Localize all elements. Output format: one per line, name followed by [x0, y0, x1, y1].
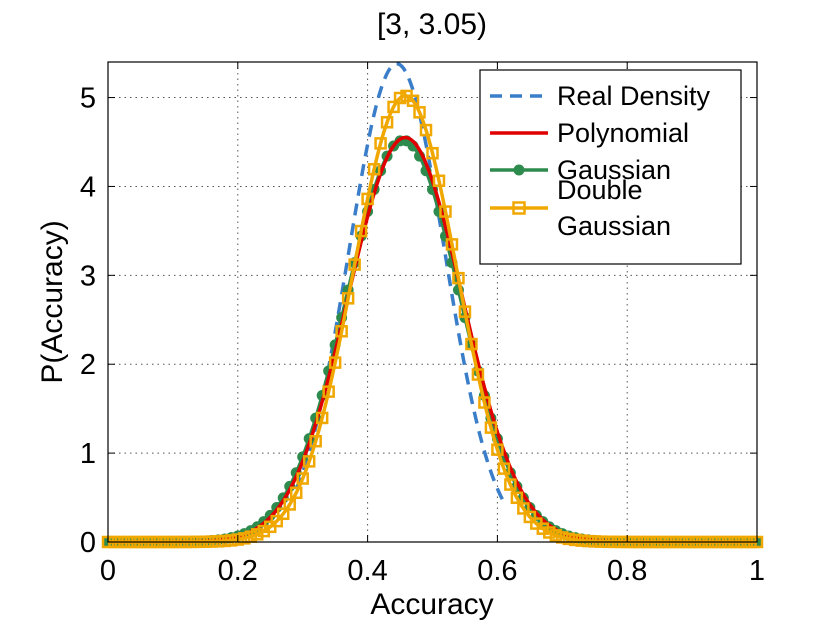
data-point: [367, 163, 381, 176]
data-point: [354, 224, 368, 238]
legend-label: Gaussian: [557, 155, 671, 185]
data-point: [309, 434, 322, 448]
data-point: [251, 528, 264, 541]
data-point: [218, 534, 232, 548]
legend-label: Polynomial: [557, 118, 689, 148]
legend-marker: [512, 201, 526, 215]
data-point: [302, 455, 316, 468]
data-point: [328, 356, 342, 369]
legend-label: Gaussian: [557, 211, 671, 241]
data-point: [419, 123, 433, 137]
data-point: [225, 534, 238, 547]
legend-label: Real Density: [557, 81, 711, 111]
series-real-density: [294, 62, 506, 504]
y-tick-label: 1: [80, 438, 96, 470]
data-point: [458, 305, 472, 318]
data-point: [283, 498, 296, 511]
data-point: [517, 502, 530, 515]
data-point: [289, 486, 303, 500]
data-point: [471, 368, 485, 381]
data-point: [296, 472, 309, 485]
y-tick-label: 0: [80, 527, 96, 559]
x-axis-label: Accuracy: [370, 588, 493, 621]
x-tick-label: 0.4: [347, 555, 387, 587]
data-point: [322, 385, 335, 398]
x-tick-label: 0.8: [607, 555, 647, 587]
data-point: [380, 116, 394, 129]
data-point: [348, 258, 361, 271]
data-point: [484, 421, 498, 434]
data-point: [413, 106, 426, 119]
data-point: [231, 533, 245, 546]
legend-label: Double: [557, 175, 643, 205]
data-point: [212, 535, 225, 548]
ticks: 0 0.2 0.4 0.6 0.8 1 0 1 2 3 4 5: [80, 62, 765, 587]
legend-marker: [513, 164, 525, 176]
data-point: [562, 532, 576, 546]
data-point: [445, 238, 459, 251]
data-point: [406, 94, 420, 108]
data-point: [452, 271, 465, 285]
data-point: [543, 526, 556, 539]
y-tick-label: 4: [80, 171, 96, 203]
data-point: [387, 100, 400, 114]
y-axis-label: P(Accuracy): [36, 220, 69, 383]
x-tick-label: 0: [100, 555, 116, 587]
data-point: [569, 533, 582, 547]
data-point: [549, 529, 563, 542]
data-point: [361, 192, 374, 206]
data-point: [238, 532, 251, 545]
x-tick-label: 0.2: [218, 555, 258, 587]
data-point: [439, 205, 452, 218]
chart-title: [3, 3.05): [377, 8, 487, 41]
y-tick-label: 5: [80, 83, 96, 115]
data-point: [270, 514, 283, 528]
data-point: [341, 292, 355, 305]
data-point: [315, 411, 329, 425]
data-point: [491, 443, 504, 456]
data-point: [575, 534, 589, 547]
data-point: [432, 174, 446, 188]
data-point: [374, 137, 387, 150]
y-tick-label: 3: [80, 260, 96, 292]
y-tick-label: 2: [80, 349, 96, 381]
data-point: [335, 325, 348, 338]
data-point: [523, 510, 537, 524]
data-point: [582, 534, 595, 548]
data-point: [393, 91, 407, 105]
series-line: [294, 62, 506, 504]
data-point: [426, 146, 439, 160]
data-point: [497, 462, 511, 475]
x-tick-label: 1: [749, 555, 765, 587]
data-point: [276, 507, 290, 521]
plot-frame: [107, 61, 758, 543]
x-tick-label: 0.6: [477, 555, 517, 587]
data-point: [504, 478, 517, 491]
data-point: [465, 337, 478, 351]
data-point: [478, 396, 491, 409]
data-point: [510, 491, 524, 505]
legend: Real DensityPolynomialGaussianDoubleGaus…: [479, 69, 742, 265]
